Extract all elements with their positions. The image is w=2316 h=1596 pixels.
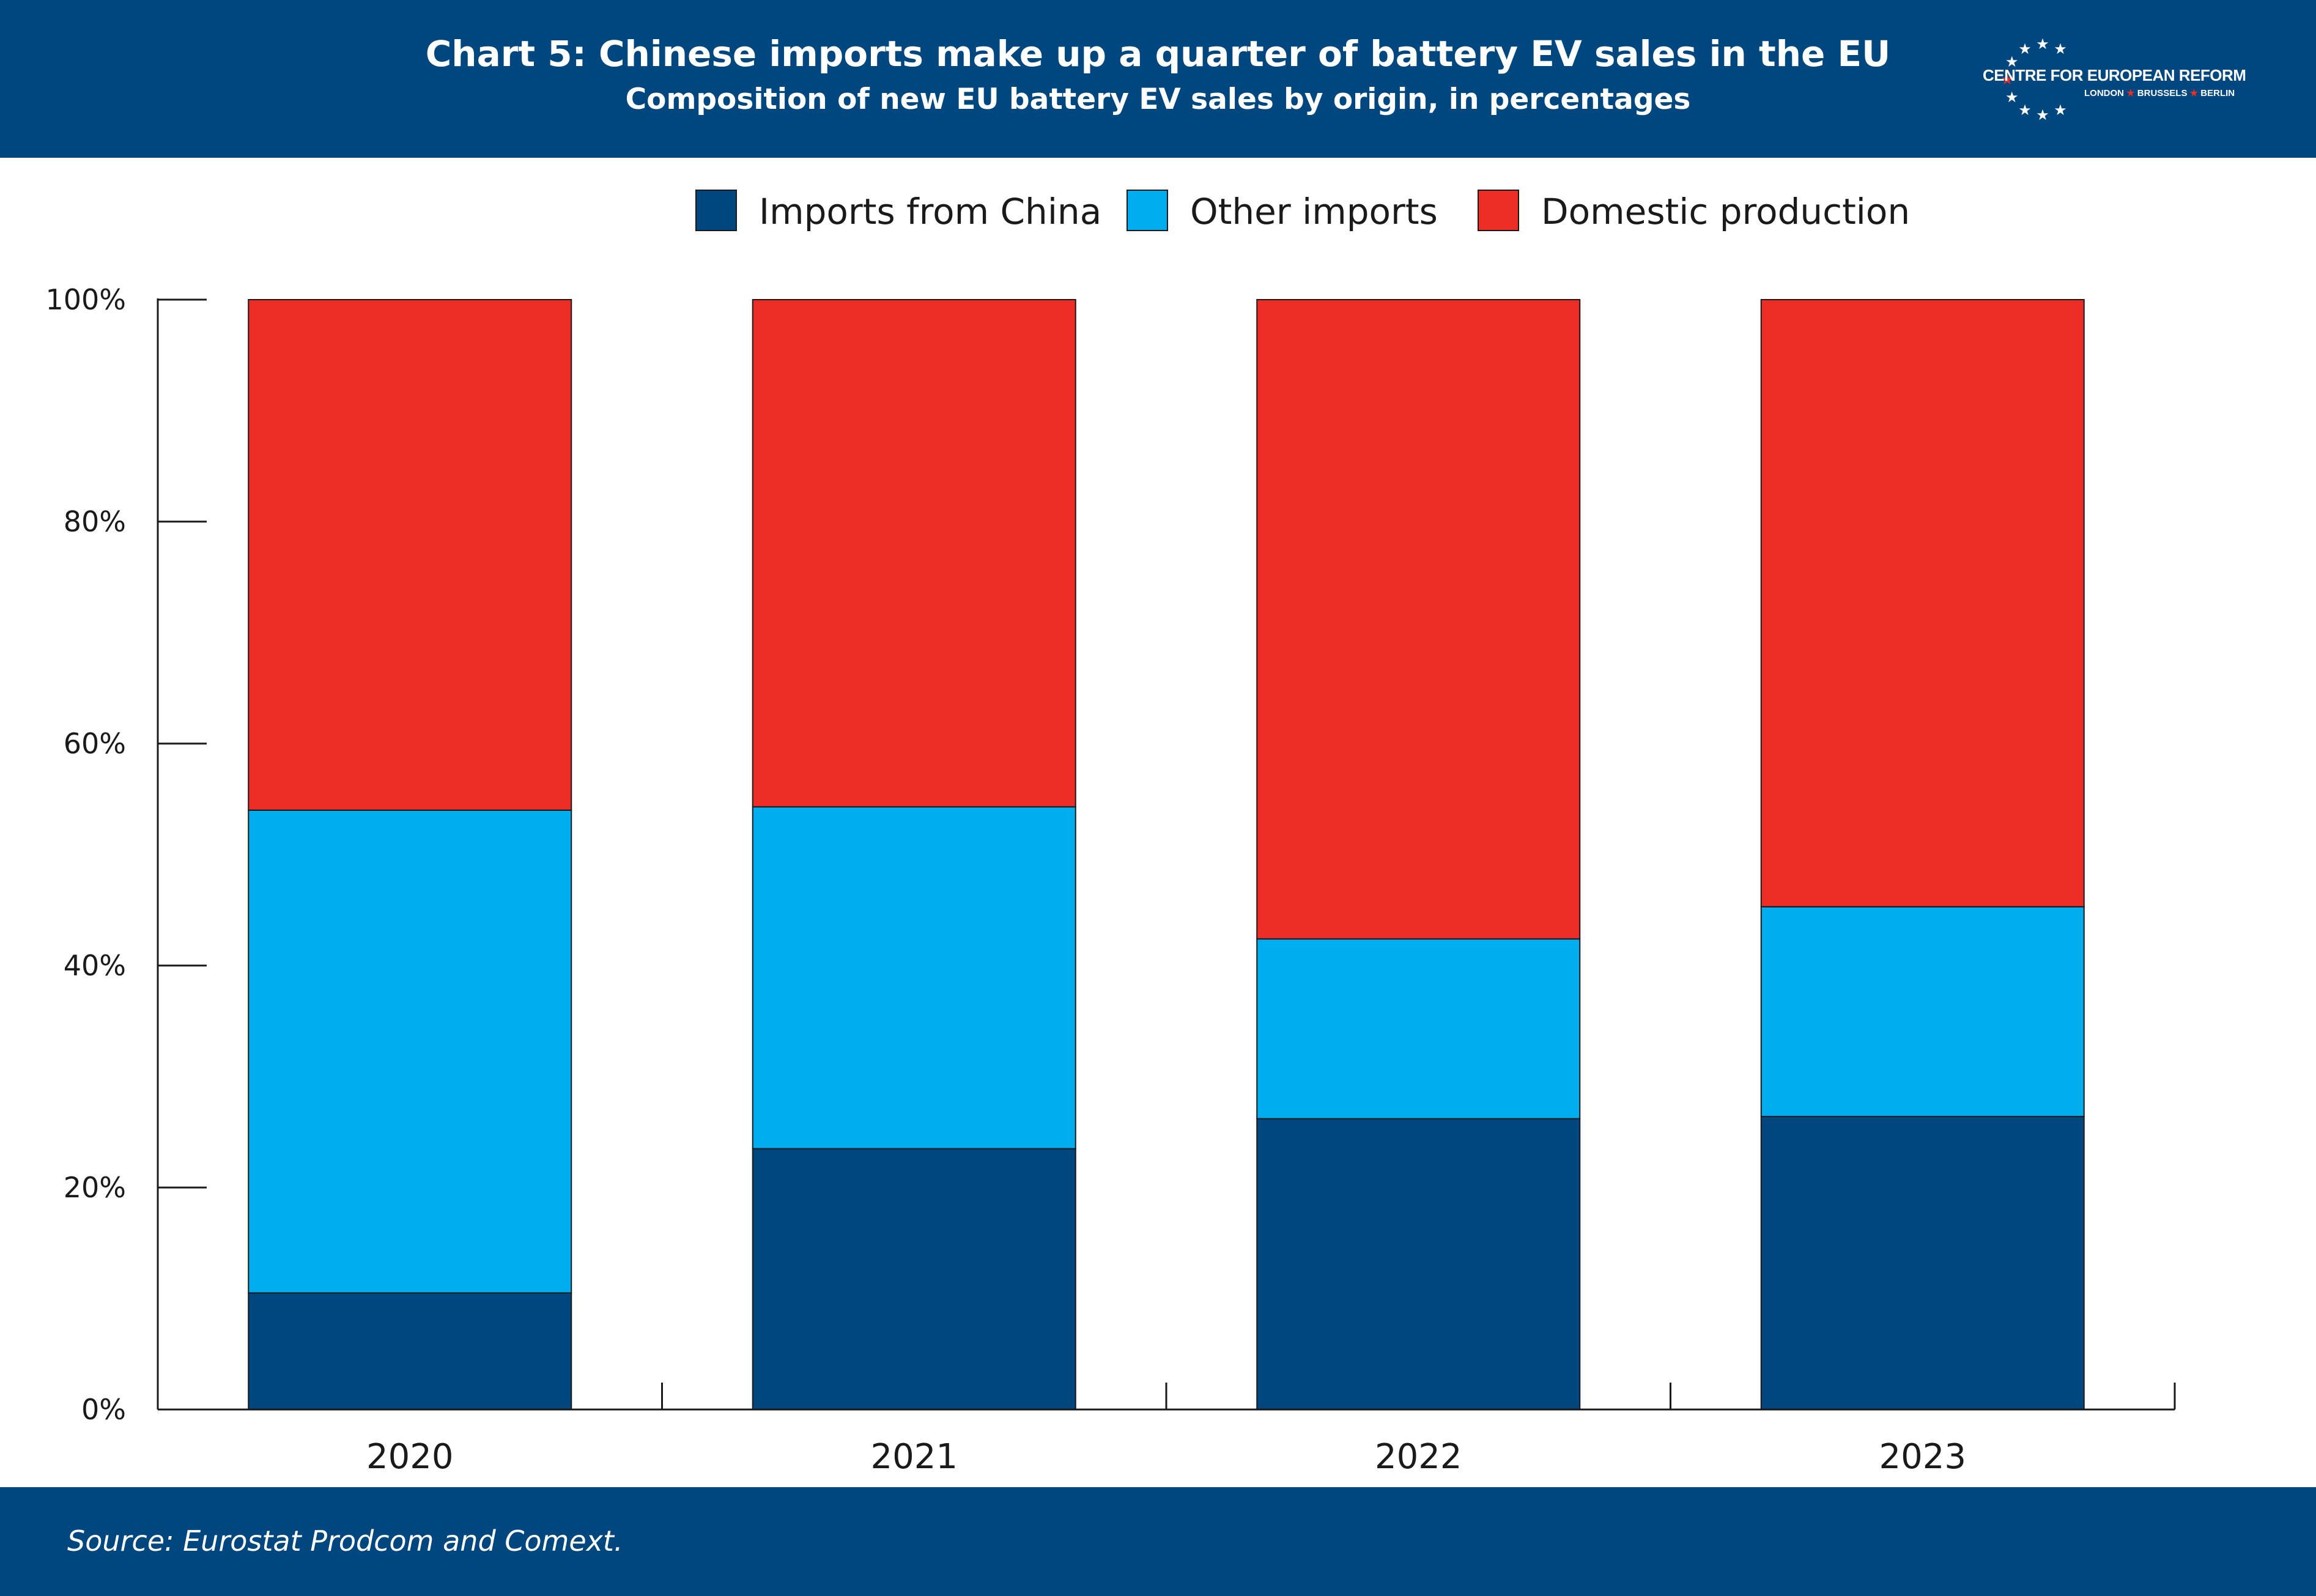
bar-segment-other-2020 <box>248 809 572 1294</box>
legend-label-china: Imports from China <box>759 191 1102 232</box>
bar-segment-china-2021 <box>752 1148 1076 1410</box>
bar-segment-other-2023 <box>1760 906 2085 1117</box>
logo-city-brussels: BRUSSELS <box>2137 88 2188 98</box>
logo-star-icon: ★ <box>2005 53 2019 70</box>
logo-star-icon: ★ <box>2000 71 2014 88</box>
bar-segment-china-2022 <box>1256 1118 1581 1410</box>
bar-segment-domestic-2021 <box>752 299 1076 808</box>
logo-star-icon: ★ <box>2005 89 2019 106</box>
stacked-bar-chart: 2020 2021 2022 2023 0% 20% 40% 60% 80% 100% <box>45 283 2176 1477</box>
bar-segment-china-2023 <box>1760 1115 2085 1410</box>
bar-segment-china-2020 <box>248 1292 572 1411</box>
source-note: Source: Eurostat Prodcom and Comext. <box>67 1524 623 1557</box>
y-tick-label: 60% <box>64 727 126 760</box>
bar-segment-domestic-2020 <box>248 299 572 811</box>
logo-star-icon: ★ <box>2018 40 2032 57</box>
x-tick-label: 2021 <box>870 1437 958 1477</box>
logo-name: CENTRE FOR EUROPEAN REFORM <box>1983 66 2246 84</box>
logo-star-icon: ★ <box>2036 106 2049 124</box>
x-tick-label: 2022 <box>1375 1437 1462 1477</box>
star-circle-icon: ★ ★★★★★★★★ <box>2000 35 2067 124</box>
legend-swatch-other <box>1127 190 1168 231</box>
bar-segment-other-2021 <box>752 806 1076 1150</box>
y-tick-label: 0% <box>81 1393 126 1426</box>
bar-segment-other-2022 <box>1256 938 1581 1120</box>
y-tick-label: 80% <box>64 505 126 538</box>
star-separator-icon: ★ <box>2189 88 2199 98</box>
logo-star-icon: ★ <box>2054 102 2067 119</box>
chart-title: Chart 5: Chinese imports make up a quart… <box>425 33 1891 75</box>
logo-city-london: LONDON <box>2084 88 2124 98</box>
x-tick-label: 2023 <box>1879 1437 1966 1477</box>
y-tick-label: 20% <box>64 1171 126 1204</box>
x-tick-label: 2020 <box>366 1437 454 1477</box>
star-separator-icon: ★ <box>2126 88 2135 98</box>
logo-cities: LONDON ★ BRUSSELS ★ BERLIN <box>2084 87 2235 98</box>
legend-label-domestic: Domestic production <box>1541 191 1911 232</box>
logo-star-icon: ★ <box>2054 40 2067 57</box>
legend-swatch-domestic <box>1478 190 1519 231</box>
y-tick-label: 100% <box>45 283 126 316</box>
legend-label-other: Other imports <box>1190 191 1438 232</box>
legend-swatch-china <box>695 190 737 231</box>
footer-bar <box>0 1487 2316 1596</box>
logo-star-icon: ★ <box>2036 35 2049 53</box>
header-bar <box>0 0 2316 158</box>
logo-star-icon: ★ <box>2018 102 2032 119</box>
bar-segment-domestic-2022 <box>1256 299 1581 940</box>
bar-segment-domestic-2023 <box>1760 299 2085 907</box>
y-tick-label: 40% <box>64 949 126 982</box>
chart-subtitle: Composition of new EU battery EV sales b… <box>625 83 1691 116</box>
logo-city-berlin: BERLIN <box>2200 88 2235 98</box>
